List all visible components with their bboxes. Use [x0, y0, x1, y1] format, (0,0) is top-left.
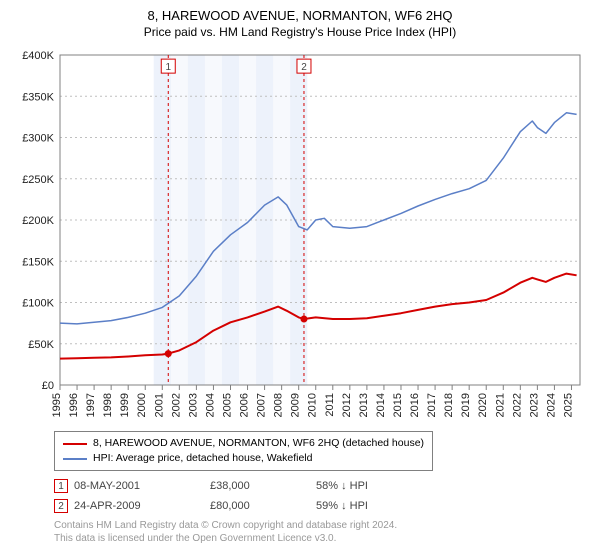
x-axis-label: 2023	[528, 393, 540, 417]
y-axis-label: £250K	[22, 174, 54, 186]
legend-label: 8, HAREWOOD AVENUE, NORMANTON, WF6 2HQ (…	[93, 436, 424, 451]
y-axis-label: £0	[42, 380, 54, 392]
x-axis-label: 2012	[341, 393, 353, 417]
y-axis-label: £150K	[22, 256, 54, 268]
x-axis-label: 2013	[358, 393, 370, 417]
legend: 8, HAREWOOD AVENUE, NORMANTON, WF6 2HQ (…	[54, 431, 433, 471]
x-axis-label: 2001	[153, 393, 165, 417]
legend-label: HPI: Average price, detached house, Wake…	[93, 451, 312, 466]
transaction-hpi: 58% ↓ HPI	[316, 480, 436, 492]
chart-plot-area: £0 £50K £100K £150K £200K £250K £300K £350K £400…	[12, 45, 588, 425]
marker-label: 1	[165, 62, 171, 73]
x-axis-label: 2016	[409, 393, 421, 417]
footer-licence: Contains HM Land Registry data © Crown c…	[54, 519, 588, 545]
x-axis-label: 2000	[136, 393, 148, 417]
transaction-row: 1 08-MAY-2001 £38,000 58% ↓ HPI	[54, 479, 588, 493]
y-axis-label: £100K	[22, 298, 54, 310]
x-axis-label: 1996	[68, 393, 80, 417]
x-axis-label: 1998	[102, 393, 114, 417]
transaction-row: 2 24-APR-2009 £80,000 59% ↓ HPI	[54, 499, 588, 513]
legend-row: 8, HAREWOOD AVENUE, NORMANTON, WF6 2HQ (…	[63, 436, 424, 451]
chart-title: 8, HAREWOOD AVENUE, NORMANTON, WF6 2HQ	[12, 8, 588, 23]
transaction-price: £80,000	[210, 500, 310, 512]
transaction-table: 1 08-MAY-2001 £38,000 58% ↓ HPI 2 24-APR-2009…	[54, 479, 588, 513]
y-axis-label: £400K	[22, 50, 54, 62]
chart-container: 8, HAREWOOD AVENUE, NORMANTON, WF6 2HQ P…	[0, 0, 600, 549]
x-axis-label: 2011	[324, 393, 336, 417]
x-axis-label: 2020	[477, 393, 489, 417]
x-axis-label: 2004	[204, 393, 216, 417]
transaction-price: £38,000	[210, 480, 310, 492]
y-axis-label: £350K	[22, 91, 54, 103]
transaction-marker: 2	[54, 499, 68, 513]
legend-swatch	[63, 443, 87, 445]
transaction-date: 24-APR-2009	[74, 500, 204, 512]
x-axis-label: 2025	[562, 393, 574, 417]
x-axis-label: 2015	[392, 393, 404, 417]
x-axis-label: 1997	[85, 393, 97, 417]
x-axis-label: 2009	[290, 393, 302, 417]
transaction-marker: 1	[54, 479, 68, 493]
x-axis-label: 2022	[511, 393, 523, 417]
footer-line-2: This data is licensed under the Open Gov…	[54, 532, 588, 545]
x-axis-label: 2005	[221, 393, 233, 417]
y-axis-label: £50K	[28, 339, 54, 351]
x-axis-label: 2002	[170, 393, 182, 417]
legend-row: HPI: Average price, detached house, Wake…	[63, 451, 424, 466]
y-axis-label: £200K	[22, 215, 54, 227]
y-axis-label: £300K	[22, 133, 54, 145]
x-axis-label: 2017	[426, 393, 438, 417]
x-axis-label: 2018	[443, 393, 455, 417]
x-axis-label: 2010	[307, 393, 319, 417]
x-axis-label: 2021	[494, 393, 506, 417]
x-axis-label: 2014	[375, 393, 387, 417]
chart-svg: £0 £50K £100K £150K £200K £250K £300K £350K £400…	[12, 45, 588, 425]
x-axis-label: 1999	[119, 393, 131, 417]
legend-swatch	[63, 458, 87, 460]
marker-label: 2	[301, 62, 307, 73]
x-axis-label: 2024	[545, 393, 557, 417]
transaction-hpi: 59% ↓ HPI	[316, 500, 436, 512]
x-axis-label: 1995	[51, 393, 63, 417]
x-axis-label: 2006	[239, 393, 251, 417]
transaction-date: 08-MAY-2001	[74, 480, 204, 492]
x-axis-label: 2003	[187, 393, 199, 417]
x-axis-label: 2007	[256, 393, 268, 417]
footer-line-1: Contains HM Land Registry data © Crown c…	[54, 519, 588, 532]
x-axis-label: 2008	[273, 393, 285, 417]
chart-subtitle: Price paid vs. HM Land Registry's House …	[12, 25, 588, 39]
x-axis-label: 2019	[460, 393, 472, 417]
